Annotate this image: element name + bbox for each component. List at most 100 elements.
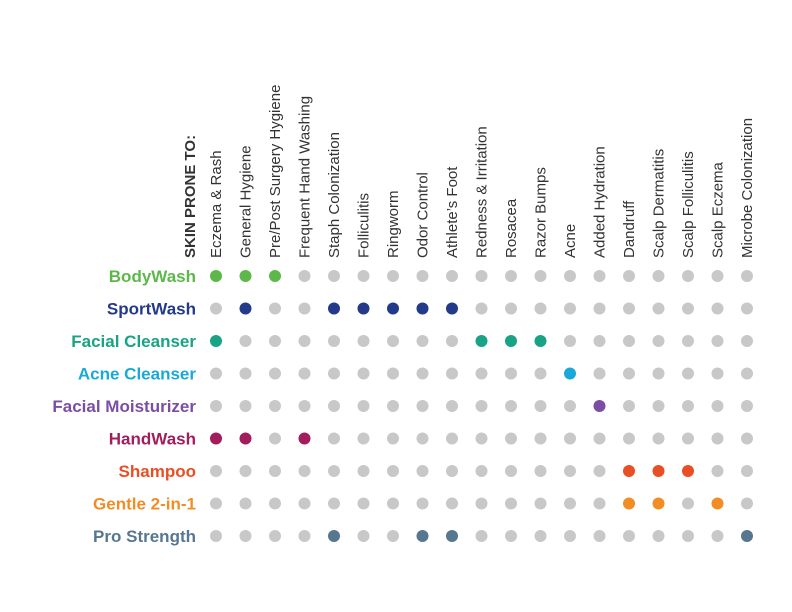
- inactive-dot: [475, 497, 488, 510]
- inactive-dot: [682, 432, 694, 445]
- inactive-dot: [357, 465, 370, 477]
- inactive-dot: [593, 302, 606, 315]
- inactive-dot: [210, 465, 222, 477]
- inactive-dot: [446, 270, 458, 282]
- inactive-dot: [328, 465, 340, 477]
- inactive-dot: [505, 432, 517, 445]
- inactive-dot: [652, 335, 665, 347]
- inactive-dot: [652, 367, 665, 380]
- inactive-dot: [387, 530, 399, 542]
- inactive-dot: [534, 400, 547, 412]
- column-label: Acne: [562, 224, 579, 258]
- inactive-dot: [387, 400, 399, 412]
- column-label: Staph Colonization: [326, 132, 343, 258]
- row-label: SportWash: [107, 300, 196, 319]
- row-label: Facial Cleanser: [71, 332, 196, 351]
- inactive-dot: [239, 465, 252, 477]
- active-dot: [328, 302, 340, 315]
- inactive-dot: [328, 497, 340, 510]
- inactive-dot: [269, 497, 281, 510]
- inactive-dot: [711, 530, 724, 542]
- inactive-dot: [298, 530, 311, 542]
- inactive-dot: [416, 400, 429, 412]
- active-dot: [210, 432, 222, 445]
- inactive-dot: [564, 270, 576, 282]
- active-dot: [741, 530, 753, 542]
- inactive-dot: [534, 497, 547, 510]
- inactive-dot: [623, 400, 635, 412]
- column-label: Scalp Dermatitis: [651, 149, 668, 258]
- active-dot: [711, 497, 724, 510]
- active-dot: [564, 367, 576, 380]
- inactive-dot: [328, 367, 340, 380]
- active-dot: [210, 335, 222, 347]
- inactive-dot: [475, 400, 488, 412]
- inactive-dot: [741, 302, 753, 315]
- inactive-dot: [328, 432, 340, 445]
- inactive-dot: [416, 335, 429, 347]
- inactive-dot: [534, 432, 547, 445]
- row-label: Pro Strength: [93, 527, 196, 546]
- inactive-dot: [475, 302, 488, 315]
- inactive-dot: [564, 302, 576, 315]
- inactive-dot: [416, 367, 429, 380]
- matrix-heading: SKIN PRONE TO:: [182, 135, 199, 258]
- inactive-dot: [564, 530, 576, 542]
- inactive-dot: [711, 400, 724, 412]
- active-dot: [387, 302, 399, 315]
- inactive-dot: [741, 270, 753, 282]
- inactive-dot: [652, 432, 665, 445]
- inactive-dot: [328, 400, 340, 412]
- inactive-dot: [564, 400, 576, 412]
- inactive-dot: [564, 335, 576, 347]
- inactive-dot: [623, 270, 635, 282]
- inactive-dot: [416, 497, 429, 510]
- column-label: Eczema & Rash: [208, 150, 225, 258]
- inactive-dot: [387, 367, 399, 380]
- inactive-dot: [534, 465, 547, 477]
- inactive-dot: [298, 400, 311, 412]
- inactive-dot: [357, 335, 370, 347]
- inactive-dot: [269, 400, 281, 412]
- inactive-dot: [505, 465, 517, 477]
- inactive-dot: [210, 497, 222, 510]
- inactive-dot: [446, 367, 458, 380]
- inactive-dot: [269, 530, 281, 542]
- active-dot: [239, 432, 252, 445]
- inactive-dot: [239, 497, 252, 510]
- active-dot: [239, 302, 252, 315]
- row-label: Shampoo: [119, 462, 196, 481]
- inactive-dot: [269, 335, 281, 347]
- active-dot: [534, 335, 547, 347]
- inactive-dot: [682, 302, 694, 315]
- column-label: Razor Bumps: [533, 167, 550, 258]
- inactive-dot: [505, 530, 517, 542]
- inactive-dot: [623, 302, 635, 315]
- inactive-dot: [269, 367, 281, 380]
- active-dot: [416, 302, 429, 315]
- inactive-dot: [298, 497, 311, 510]
- active-dot: [623, 465, 635, 477]
- inactive-dot: [446, 465, 458, 477]
- active-dot: [298, 432, 311, 445]
- active-dot: [652, 465, 665, 477]
- dot-grid: [210, 270, 753, 542]
- inactive-dot: [475, 270, 488, 282]
- inactive-dot: [623, 530, 635, 542]
- inactive-dot: [210, 530, 222, 542]
- active-dot: [269, 270, 281, 282]
- inactive-dot: [475, 530, 488, 542]
- row-label: Acne Cleanser: [78, 365, 196, 384]
- inactive-dot: [682, 497, 694, 510]
- inactive-dot: [711, 465, 724, 477]
- inactive-dot: [298, 465, 311, 477]
- inactive-dot: [446, 335, 458, 347]
- inactive-dot: [741, 465, 753, 477]
- inactive-dot: [593, 367, 606, 380]
- column-label: Odor Control: [415, 172, 432, 258]
- inactive-dot: [593, 335, 606, 347]
- inactive-dot: [652, 270, 665, 282]
- inactive-dot: [416, 432, 429, 445]
- inactive-dot: [239, 530, 252, 542]
- inactive-dot: [564, 465, 576, 477]
